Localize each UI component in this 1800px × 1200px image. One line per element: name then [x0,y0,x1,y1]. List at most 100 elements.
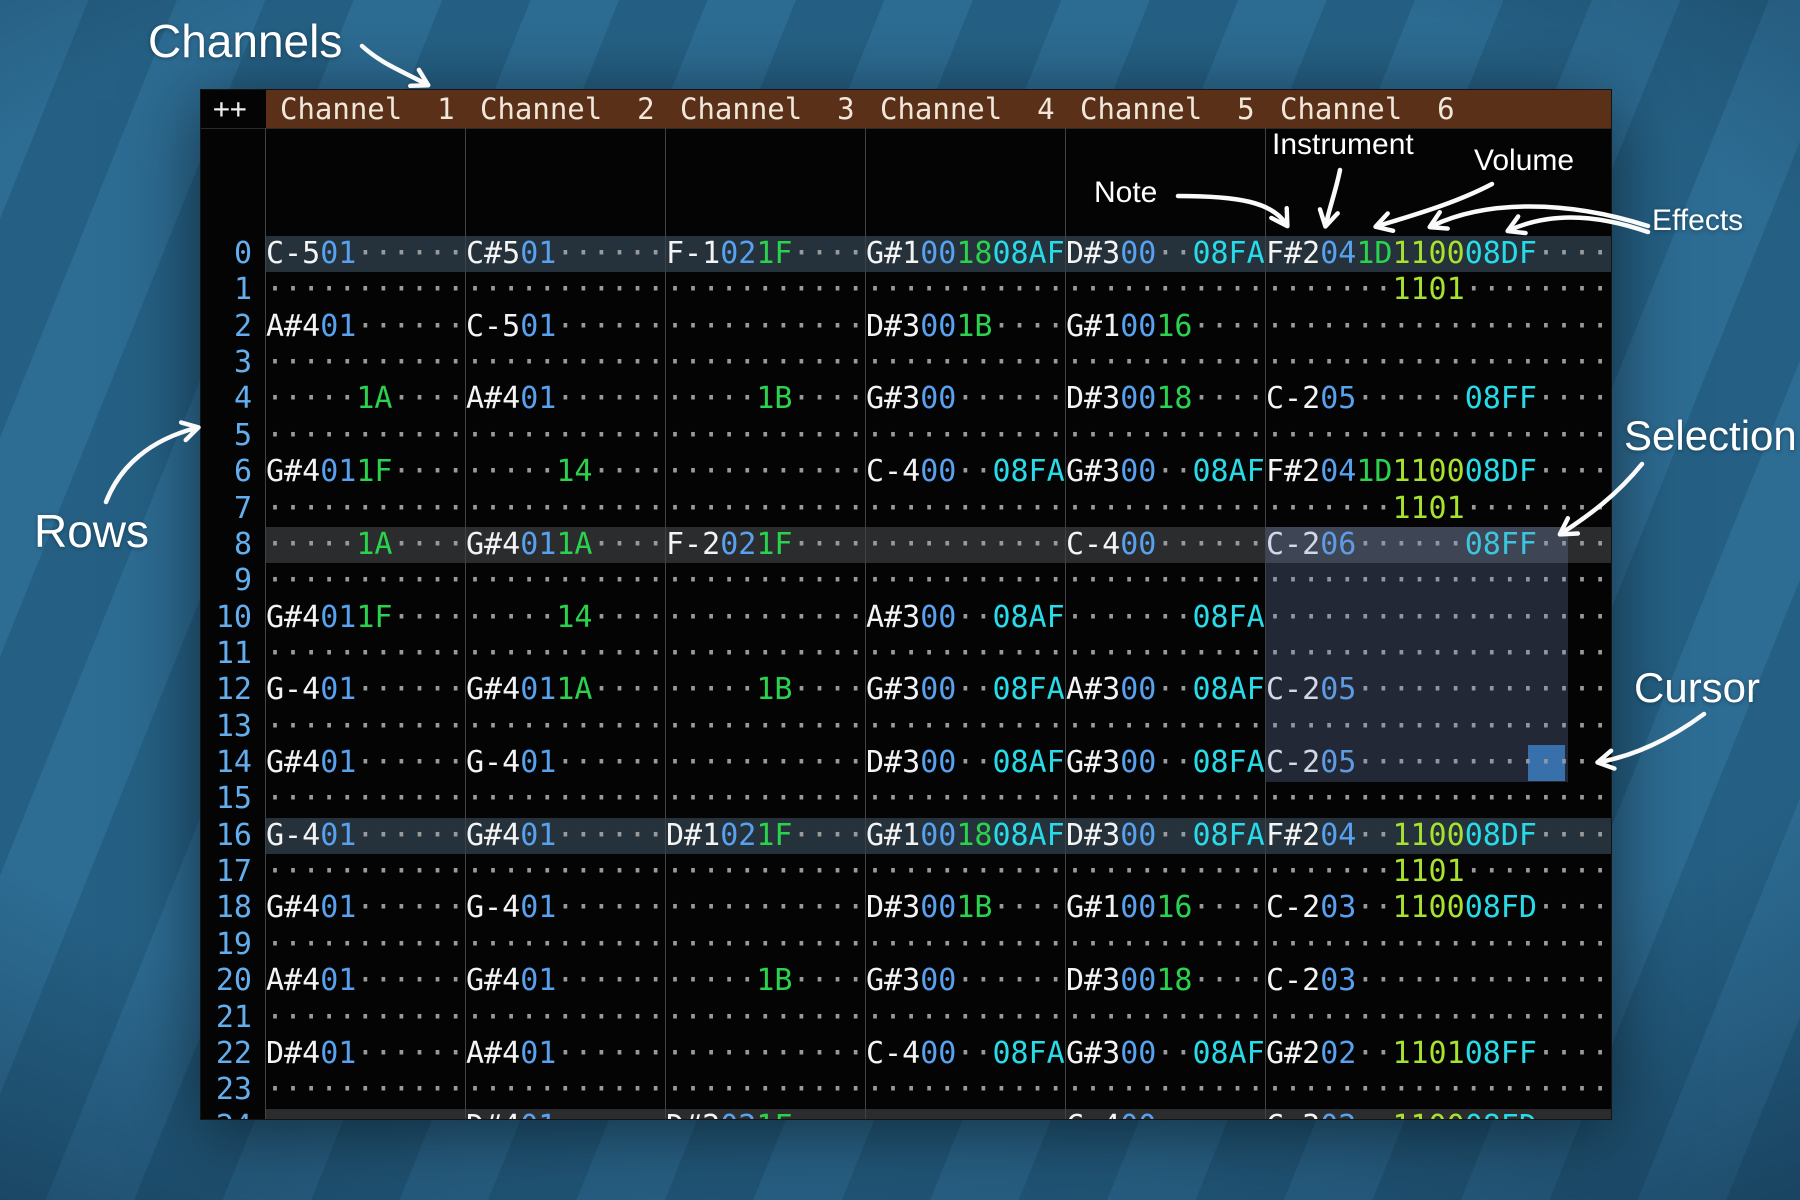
row-number[interactable]: 17 [201,854,266,891]
pattern-cell-ch2[interactable]: C#501······ [466,236,666,272]
pattern-cell-ch6[interactable]: ··················· [1266,781,1611,817]
pattern-row[interactable]: 6 G#4011F···· ·····14···· ··········· C-400·… [201,454,1611,491]
pattern-row[interactable]: 23 ··········· ··········· ··········· ·····… [201,1072,1611,1109]
pattern-cell-ch1[interactable]: ··········· [266,1072,466,1108]
pattern-cell-ch3[interactable]: ·····1B···· [666,963,866,999]
pattern-cell-ch3[interactable]: ··········· [666,745,866,781]
pattern-cell-ch4[interactable]: ··········· [866,563,1066,599]
pattern-cell-ch1[interactable]: ··········· [266,636,466,672]
row-number[interactable]: 23 [201,1072,266,1109]
row-number[interactable]: 0 [201,236,266,273]
pattern-cell-ch1[interactable]: ··········· [266,854,466,890]
pattern-cell-ch4[interactable]: ··········· [866,1072,1066,1108]
pattern-cell-ch1[interactable]: ··········· [266,927,466,963]
pattern-cell-ch6[interactable]: F#2041D110008DF···· [1266,454,1611,490]
row-number[interactable]: 22 [201,1035,266,1073]
pattern-cell-ch4[interactable]: G#300······ [866,381,1066,417]
pattern-cell-ch1[interactable]: ··········· [266,781,466,817]
pattern-cell-ch1[interactable]: D#401······ [266,1036,466,1072]
pattern-cell-ch6[interactable]: ··················· [1266,709,1611,745]
pattern-cell-ch1[interactable]: G-401······ [266,672,466,708]
pattern-cell-ch6[interactable]: ··················· [1266,927,1611,963]
pattern-cell-ch2[interactable]: G#4011A···· [466,672,666,708]
pattern-cell-ch3[interactable]: ··········· [666,890,866,926]
pattern-cell-ch2[interactable]: ··········· [466,563,666,599]
pattern-row[interactable]: 2 A#401······ C-501······ ··········· D#3001… [201,308,1611,346]
pattern-cell-ch3[interactable]: ··········· [666,1072,866,1108]
row-number[interactable]: 16 [201,817,266,855]
pattern-cell-ch3[interactable]: ··········· [666,709,866,745]
pattern-cell-ch3[interactable]: F-1021F···· [666,236,866,272]
pattern-cell-ch2[interactable]: ··········· [466,636,666,672]
pattern-cell-ch6[interactable]: ·······1101········ [1266,272,1611,308]
pattern-cell-ch5[interactable]: ··········· [1066,636,1266,672]
pattern-cell-ch5[interactable]: ··········· [1066,491,1266,527]
pattern-cell-ch6[interactable]: ··················· [1266,309,1611,345]
pattern-cell-ch4[interactable]: D#3001B···· [866,890,1066,926]
row-number[interactable]: 12 [201,672,266,709]
pattern-cell-ch4[interactable]: ··········· [866,345,1066,381]
pattern-cell-ch5[interactable]: C-400······ [1066,1109,1266,1119]
row-number[interactable]: 6 [201,454,266,491]
row-number[interactable]: 18 [201,890,266,927]
pattern-cell-ch2[interactable]: C-501······ [466,309,666,345]
pattern-cell-ch4[interactable]: ··········· [866,527,1066,563]
pattern-cell-ch1[interactable]: G#401······ [266,890,466,926]
pattern-cell-ch3[interactable]: ··········· [666,345,866,381]
row-number[interactable]: 13 [201,708,266,746]
pattern-cell-ch3[interactable]: ··········· [666,1036,866,1072]
pattern-cell-ch4[interactable]: ··········· [866,1109,1066,1119]
pattern-cell-ch4[interactable]: ··········· [866,1000,1066,1036]
pattern-row[interactable]: 21 ··········· ··········· ··········· ·····… [201,999,1611,1036]
pattern-cell-ch2[interactable]: G#401······ [466,963,666,999]
row-number[interactable]: 10 [201,599,266,636]
channel-header-2[interactable]: Channel 2 [466,90,666,128]
pattern-cell-ch2[interactable]: ·····14···· [466,600,666,636]
pattern-cell-ch4[interactable]: C-400··08FA [866,454,1066,490]
pattern-cell-ch6[interactable]: C-206······08FF···· [1266,527,1611,563]
pattern-cell-ch1[interactable]: C-501······ [266,236,466,272]
pattern-cell-ch2[interactable]: ··········· [466,418,666,454]
pattern-cell-ch4[interactable]: ··········· [866,272,1066,308]
pattern-cell-ch2[interactable]: A#401······ [466,381,666,417]
row-number[interactable]: 1 [201,272,266,309]
row-number[interactable]: 20 [201,963,266,1000]
pattern-row[interactable]: 8 ·····1A···· G#4011A···· F-2021F···· ······… [201,526,1611,564]
pattern-cell-ch3[interactable]: ··········· [666,600,866,636]
pattern-cell-ch5[interactable]: ··········· [1066,418,1266,454]
row-number[interactable]: 11 [201,635,266,673]
pattern-cell-ch5[interactable]: G#300··08AF [1066,1036,1266,1072]
pattern-cell-ch4[interactable]: ··········· [866,781,1066,817]
pattern-cell-ch5[interactable]: D#30018···· [1066,381,1266,417]
pattern-cell-ch6[interactable]: F#204··110008DF···· [1266,818,1611,854]
pattern-cell-ch1[interactable]: ··········· [266,491,466,527]
pattern-cell-ch6[interactable]: C-203··110008FD···· [1266,890,1611,926]
pattern-cell-ch3[interactable]: ··········· [666,636,866,672]
pattern-row[interactable]: 17 ··········· ··········· ··········· ·····… [201,854,1611,891]
pattern-cell-ch1[interactable]: ··········· [266,418,466,454]
pattern-cell-ch2[interactable]: G#4011A···· [466,527,666,563]
selection-overlay[interactable] [1266,527,1568,782]
pattern-cell-ch2[interactable]: ··········· [466,345,666,381]
pattern-cell-ch5[interactable]: G#10016···· [1066,890,1266,926]
row-number[interactable]: 21 [201,999,266,1036]
pattern-cell-ch2[interactable]: G-401······ [466,745,666,781]
pattern-row[interactable]: 24···········D#401······D#2021F·········… [201,1108,1611,1119]
pattern-cell-ch6[interactable]: C-302··110008FD···· [1266,1109,1611,1119]
pattern-cell-ch6[interactable]: C-205······08FF···· [1266,381,1611,417]
pattern-cell-ch4[interactable]: ··········· [866,927,1066,963]
pattern-cell-ch1[interactable]: A#401······ [266,963,466,999]
pattern-cell-ch5[interactable]: G#300··08AF [1066,454,1266,490]
pattern-cell-ch3[interactable]: D#1021F···· [666,818,866,854]
pattern-cell-ch6[interactable]: ··················· [1266,345,1611,381]
pattern-cell-ch5[interactable]: C-400······ [1066,527,1266,563]
pattern-cell-ch4[interactable]: ··········· [866,418,1066,454]
pattern-row[interactable]: 5 ··········· ··········· ··········· ······… [201,417,1611,455]
row-number[interactable]: 24 [201,1108,266,1119]
pattern-cell-ch3[interactable]: ··········· [666,454,866,490]
pattern-cell-ch4[interactable]: ··········· [866,709,1066,745]
pattern-cell-ch5[interactable]: ··········· [1066,1000,1266,1036]
row-number[interactable]: 7 [201,490,266,527]
pattern-cell-ch4[interactable]: G#300······ [866,963,1066,999]
pattern-cell-ch4[interactable]: C-400··08FA [866,1036,1066,1072]
